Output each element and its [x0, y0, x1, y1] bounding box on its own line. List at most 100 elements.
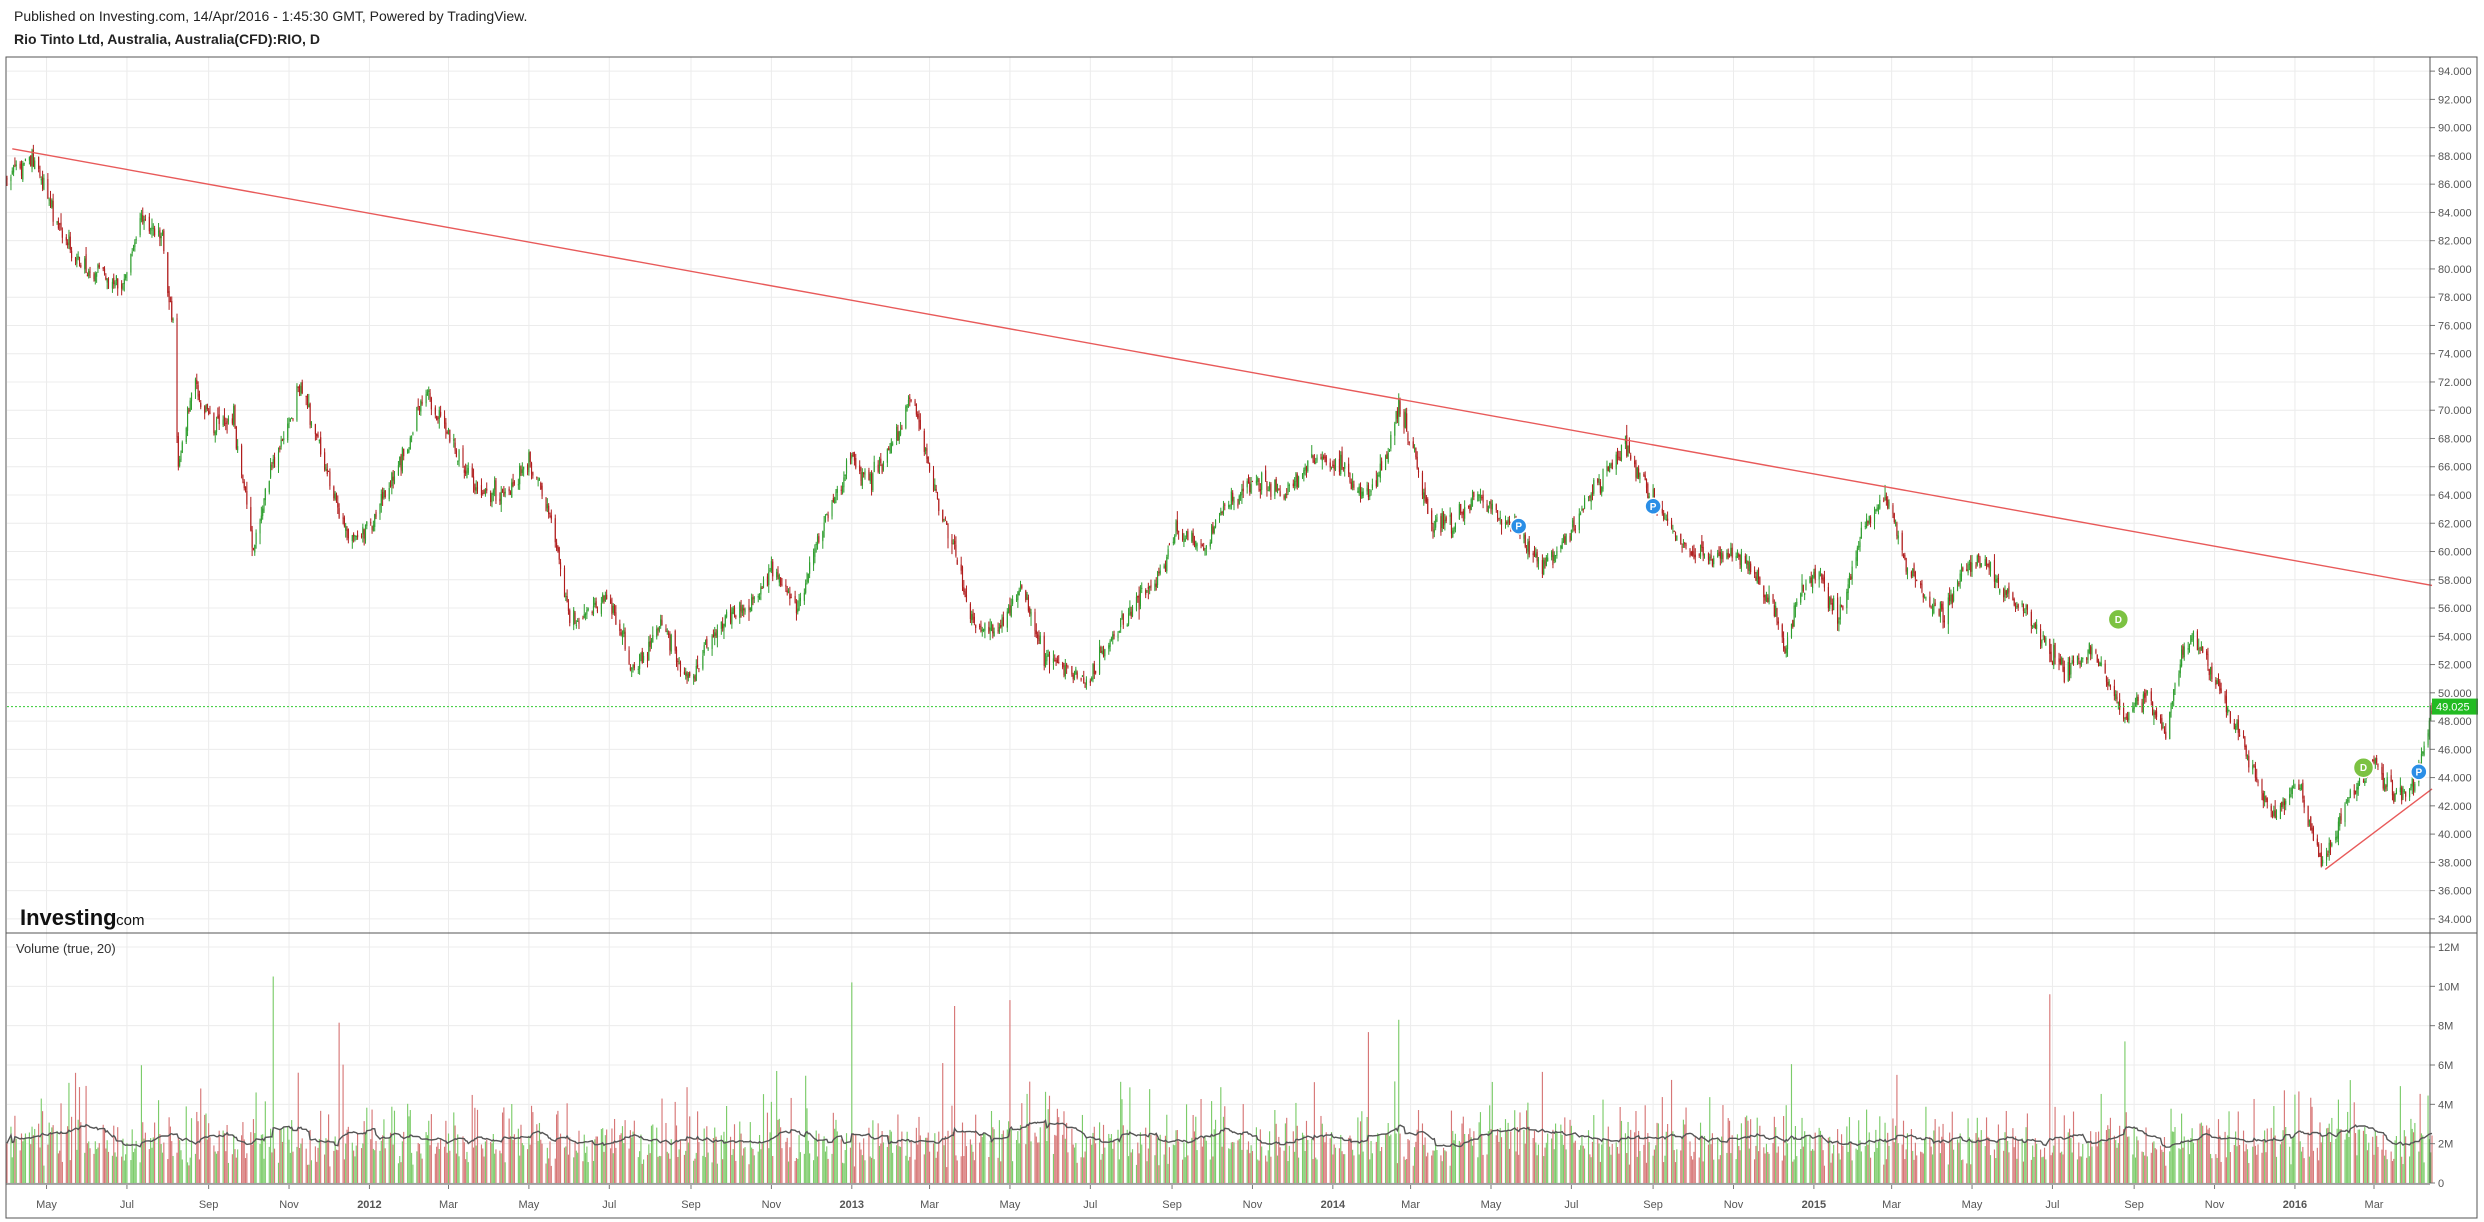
candle-body [32, 149, 34, 167]
volume-bar [1126, 1129, 1128, 1183]
candle-body [1425, 497, 1427, 503]
volume-bar [1001, 1134, 1003, 1183]
volume-bar [2126, 1136, 2129, 1183]
candle-body [1205, 545, 1207, 549]
candle-body [606, 594, 608, 599]
candle-body [1286, 494, 1288, 496]
volume-bar [1564, 1117, 1566, 1183]
candle-body [371, 525, 373, 530]
volume-bar [657, 1156, 659, 1183]
volume-bar [2036, 1143, 2038, 1183]
candle-body [480, 485, 483, 496]
candle-body [1390, 434, 1392, 449]
event-marker[interactable] [2352, 756, 2375, 779]
candle-body [429, 392, 431, 399]
candle-body [2245, 745, 2247, 757]
volume-bar [814, 1139, 816, 1183]
candle-body [102, 267, 104, 269]
event-marker[interactable] [2410, 763, 2428, 781]
candle-body [1676, 535, 1678, 541]
volume-bar [1195, 1116, 1197, 1183]
candle-body [2299, 787, 2301, 789]
volume-bar [2422, 1135, 2424, 1183]
volume-bar [816, 1156, 819, 1183]
volume-bar [250, 1132, 252, 1183]
volume-bar [80, 1122, 82, 1183]
volume-bar [1146, 1161, 1148, 1183]
volume-bar [573, 1157, 575, 1183]
candle-body [772, 561, 774, 577]
volume-bar [2299, 1141, 2301, 1183]
candle-body [440, 411, 442, 416]
volume-bar [823, 1136, 825, 1183]
candle-body [2078, 657, 2080, 660]
candle-body [1739, 555, 1741, 565]
event-marker[interactable] [1644, 497, 1662, 516]
volume-bar [1344, 1154, 1346, 1183]
volume-bar [1043, 1120, 1045, 1183]
volume-bar [317, 1147, 319, 1183]
candle-body [1025, 590, 1027, 601]
candle-body [113, 277, 115, 285]
candle-body [177, 436, 179, 467]
candle-body [980, 625, 982, 632]
trendline-lower[interactable] [2324, 788, 2433, 870]
candle-body [1104, 649, 1106, 657]
volume-bar [799, 1152, 801, 1183]
volume-bar [1495, 1135, 1497, 1183]
volume-bar [2300, 1151, 2303, 1183]
volume-bar [490, 1141, 492, 1183]
price-y-tick-label: 52.000 [2438, 660, 2472, 672]
candle-body [897, 431, 899, 441]
volume-bar [1601, 1144, 1603, 1183]
volume-bar [299, 1147, 301, 1183]
volume-bar [1846, 1126, 1848, 1183]
volume-bar [107, 1151, 110, 1183]
volume-bar [2003, 1150, 2005, 1183]
candle-body [621, 632, 624, 638]
candle-body [1842, 605, 1844, 610]
candle-body [1582, 508, 1584, 510]
volume-bar [1478, 1122, 1480, 1183]
volume-bar [408, 1116, 410, 1183]
volume-bar [1257, 1159, 1259, 1183]
volume-bar [1676, 1149, 1678, 1183]
volume-bar [1371, 1153, 1373, 1183]
candle-body [2228, 710, 2230, 712]
volume-bar [2405, 1136, 2407, 1183]
candle-body [1185, 531, 1188, 538]
volume-bar [391, 1106, 393, 1183]
event-marker[interactable] [2107, 608, 2130, 631]
volume-bar [1278, 1136, 1280, 1183]
volume-bar [273, 1148, 276, 1183]
candle-body [383, 489, 385, 498]
candle-body [1117, 634, 1119, 639]
candle-body [1960, 568, 1963, 577]
volume-bar [388, 1136, 390, 1183]
event-marker[interactable] [1509, 517, 1528, 535]
volume-bar [280, 1129, 282, 1183]
candle-body [1630, 455, 1632, 460]
x-tick-label: 2014 [1321, 1199, 1346, 1211]
candle-body [222, 419, 224, 426]
volume-bar [1583, 1148, 1586, 1183]
candle-body [1321, 456, 1323, 461]
trendline-upper[interactable] [12, 148, 2433, 587]
candle-body [2042, 635, 2044, 637]
candle-body [877, 464, 879, 472]
volume-bar [296, 1146, 298, 1183]
volume-bar [84, 1152, 86, 1183]
volume-bar [1255, 1127, 1257, 1183]
volume-bar [71, 1116, 73, 1183]
candle-body [1323, 456, 1325, 459]
volume-bar [1721, 1136, 1723, 1183]
candle-body [1703, 553, 1706, 555]
volume-bar [2327, 1127, 2329, 1183]
candle-body [1055, 659, 1057, 662]
candle-body [610, 599, 612, 604]
candle-body [157, 231, 160, 233]
candle-body [317, 434, 319, 438]
volume-bar [2262, 1140, 2264, 1183]
candle-body [28, 157, 30, 161]
